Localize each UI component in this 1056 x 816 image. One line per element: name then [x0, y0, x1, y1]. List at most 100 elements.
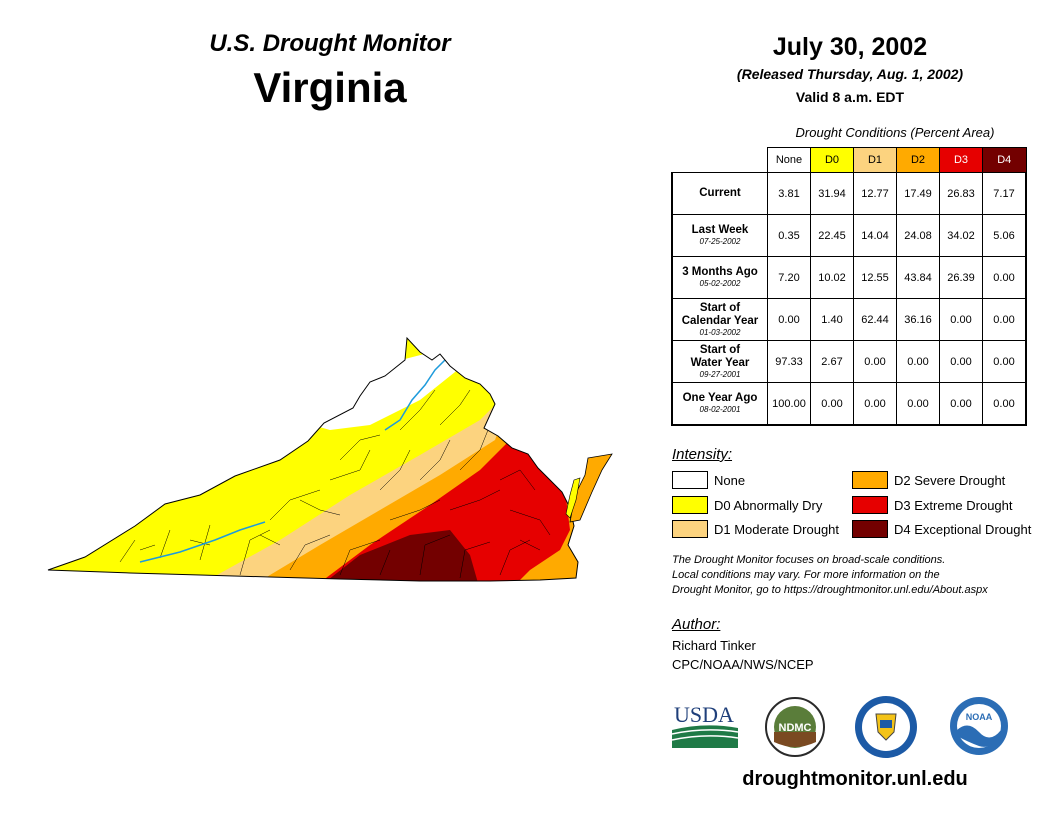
table-cell: 0.00 — [982, 256, 1027, 299]
legend-title: Intensity: — [672, 446, 733, 463]
county-boundaries — [119, 389, 551, 579]
table-cell: 0.00 — [982, 298, 1027, 341]
legend-swatch — [852, 471, 888, 489]
row-label: Start of Water Year 09-27-2001 — [671, 340, 768, 383]
column-header-d3: D3 — [939, 147, 983, 173]
table-row: One Year Ago 08-02-2001 100.00 0.00 0.00 … — [671, 382, 1027, 426]
release-date: (Released Thursday, Aug. 1, 2002) — [736, 66, 964, 82]
row-date: 01-03-2002 — [699, 327, 741, 337]
table-cell: 0.00 — [939, 382, 983, 426]
table-cell: 0.00 — [896, 340, 940, 383]
legend-item-d2: D2 Severe Drought — [852, 471, 1005, 489]
table-cell: 1.40 — [810, 298, 854, 341]
disclaimer-note: The Drought Monitor focuses on broad-sca… — [672, 553, 1052, 598]
table-cell: 26.83 — [939, 172, 983, 215]
river — [139, 521, 266, 563]
legend-swatch — [672, 471, 708, 489]
ndmc-logo: NDMC — [765, 697, 825, 757]
usda-logo: USDA — [671, 702, 739, 748]
table-cell: 0.00 — [896, 382, 940, 426]
row-label: Current — [671, 172, 768, 215]
legend-swatch — [672, 496, 708, 514]
author-organization: CPC/NOAA/NWS/NCEP — [672, 657, 814, 672]
table-row: Start of Calendar Year 01-03-2002 0.00 1.4… — [671, 298, 1027, 341]
table-cell: 7.17 — [982, 172, 1027, 215]
eastern-shore-d0 — [565, 477, 581, 519]
legend-label: None — [714, 472, 746, 488]
table-cell: 24.08 — [896, 214, 940, 257]
virginia-drought-map — [47, 336, 613, 582]
table-cell: 5.06 — [982, 214, 1027, 257]
legend-label: D2 Severe Drought — [894, 472, 1006, 488]
usda-logo-text: USDA — [674, 702, 734, 727]
table-header-row: None D0 D1 D2 D3 D4 — [672, 147, 1027, 173]
table-cell: 12.77 — [853, 172, 897, 215]
table-cell: 10.02 — [810, 256, 854, 299]
ndmc-logo-text: NDMC — [779, 722, 812, 734]
row-label-text-2: Water Year — [690, 356, 750, 369]
table-cell: 31.94 — [810, 172, 854, 215]
noaa-logo-text: NOAA — [966, 712, 993, 722]
row-label-text: Start of — [699, 301, 741, 314]
legend-item-d4: D4 Exceptional Drought — [852, 520, 1031, 538]
author-name: Richard Tinker — [672, 638, 756, 653]
row-label-text: Current — [699, 187, 741, 199]
note-line: The Drought Monitor focuses on broad-sca… — [672, 554, 946, 566]
legend-label: D0 Abnormally Dry — [714, 497, 823, 513]
table-cell: 43.84 — [896, 256, 940, 299]
row-label: One Year Ago 08-02-2001 — [671, 382, 768, 426]
table-cell: 0.00 — [939, 340, 983, 383]
river — [384, 359, 446, 431]
table-cell: 100.00 — [767, 382, 811, 426]
legend-item-d3: D3 Extreme Drought — [852, 496, 1013, 514]
legend-swatch — [852, 520, 888, 538]
table-cell: 0.00 — [982, 382, 1027, 426]
table-cell: 0.00 — [853, 382, 897, 426]
table-cell: 0.35 — [767, 214, 811, 257]
table-cell: 97.33 — [767, 340, 811, 383]
column-header-d0: D0 — [810, 147, 854, 173]
valid-date: July 30, 2002 — [772, 33, 928, 61]
table-cell: 0.00 — [939, 298, 983, 341]
table-cell: 0.00 — [810, 382, 854, 426]
table-row: Current 3.81 31.94 12.77 17.49 26.83 7.1… — [671, 172, 1027, 215]
legend-swatch — [672, 520, 708, 538]
column-header-d2: D2 — [896, 147, 940, 173]
table-cell: 34.02 — [939, 214, 983, 257]
state-boundary — [47, 336, 579, 582]
row-label: Last Week 07-25-2002 — [671, 214, 768, 257]
row-label-text-2: Calendar Year — [681, 314, 759, 327]
row-date: 07-25-2002 — [699, 237, 741, 246]
column-header-d1: D1 — [853, 147, 897, 173]
noaa-logo: NOAA — [950, 697, 1008, 755]
legend-item-d1: D1 Moderate Drought — [672, 520, 839, 538]
row-date: 05-02-2002 — [699, 279, 741, 288]
table-row: Start of Water Year 09-27-2001 97.33 2.67 … — [671, 340, 1027, 383]
table-cell: 7.20 — [767, 256, 811, 299]
author-heading: Author: — [672, 616, 721, 633]
d4-zone — [315, 530, 480, 581]
eastern-shore-d2 — [569, 453, 613, 523]
website-url[interactable]: droughtmonitor.unl.edu — [742, 768, 968, 790]
column-header-d4: D4 — [982, 147, 1027, 173]
table-cell: 0.00 — [767, 298, 811, 341]
legend-swatch — [852, 496, 888, 514]
row-label-text: 3 Months Ago — [682, 266, 758, 278]
table-cell: 0.00 — [982, 340, 1027, 383]
legend-item-none: None — [672, 471, 745, 489]
row-label: 3 Months Ago 05-02-2002 — [671, 256, 768, 299]
row-date: 08-02-2001 — [699, 405, 741, 414]
table-cell: 14.04 — [853, 214, 897, 257]
map-title: Virginia — [253, 64, 407, 111]
column-header-none: None — [767, 147, 811, 173]
table-cell: 26.39 — [939, 256, 983, 299]
legend-item-d0: D0 Abnormally Dry — [672, 496, 822, 514]
table-row: Last Week 07-25-2002 0.35 22.45 14.04 24.… — [671, 214, 1027, 257]
note-line: Drought Monitor, go to https://droughtmo… — [672, 584, 988, 596]
note-line: Local conditions may vary. For more info… — [672, 569, 940, 581]
table-cell: 0.00 — [853, 340, 897, 383]
drought-conditions-table: None D0 D1 D2 D3 D4 Current 3.81 31.94 1… — [671, 147, 1027, 426]
table-cell: 2.67 — [810, 340, 854, 383]
table-cell: 62.44 — [853, 298, 897, 341]
table-cell: 36.16 — [896, 298, 940, 341]
